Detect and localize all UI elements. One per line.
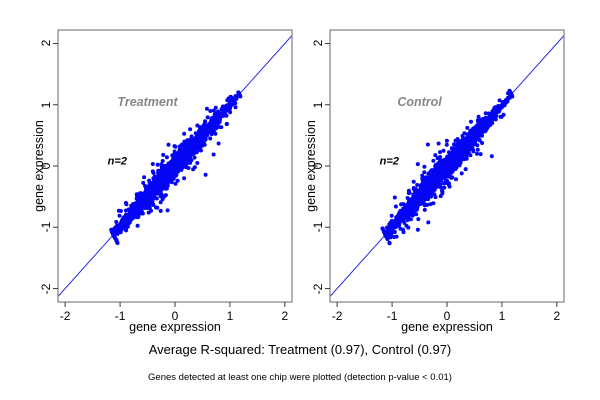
x-tick-label: -1 — [114, 309, 126, 323]
y-tick-label: -2 — [39, 283, 53, 294]
x-tick-label: 1 — [226, 309, 234, 323]
x-tick-label: 0 — [171, 309, 179, 323]
x-tick-label: -2 — [331, 309, 343, 323]
x-tick-label: 2 — [281, 309, 289, 323]
y-tick-label: 2 — [311, 40, 325, 47]
x-tick-label: -1 — [386, 309, 398, 323]
y-tick-label: 1 — [39, 101, 53, 109]
y-tick-label: -1 — [39, 221, 53, 233]
caption-footnote: Genes detected at least one chip were pl… — [148, 372, 452, 383]
panel-treatment — [53, 29, 293, 307]
x-axis-title: gene expression — [401, 320, 493, 334]
y-axis-title: gene expression — [303, 120, 318, 212]
y-tick-label: 1 — [311, 101, 325, 109]
scatter-points — [380, 88, 515, 246]
scatter-points — [109, 90, 243, 245]
panel-control — [325, 29, 565, 307]
x-tick-label: 1 — [498, 309, 506, 323]
y-tick-label: -2 — [311, 283, 325, 294]
caption-r-squared: Average R-squared: Treatment (0.97), Con… — [148, 342, 452, 357]
n-label-treatment: n=2 — [107, 155, 127, 168]
x-tick-label: 2 — [553, 309, 561, 323]
x-tick-label: -2 — [59, 309, 71, 323]
y-axis-title: gene expression — [31, 120, 46, 212]
y-tick-label: -1 — [311, 221, 325, 233]
n-label-control: n=2 — [379, 155, 399, 168]
x-axis-title: gene expression — [129, 320, 221, 334]
group-label-control: Control — [397, 94, 442, 109]
y-tick-label: 2 — [39, 40, 53, 47]
group-label-treatment: Treatment — [117, 94, 178, 109]
x-tick-label: 0 — [443, 309, 451, 323]
